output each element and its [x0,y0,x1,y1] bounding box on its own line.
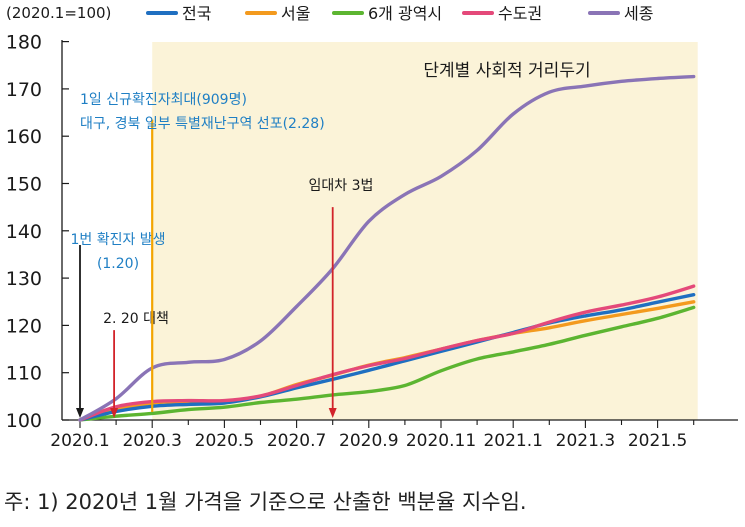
series-line [78,74,696,422]
legend-label: 전국 [182,4,211,23]
annotation-text: 대구, 경북 일부 특별재난구역 선포(2.28) [80,116,325,132]
y-tick-label: 130 [6,268,42,290]
annotations: 1번 확진자 발생 (1.20) 2. 20 대책 1일 신규확진자최대(909명) 대… [70,92,373,418]
series-lines [78,74,696,422]
annotation-text: 2. 20 대책 [103,311,169,327]
x-tick-label: 2020.7 [267,431,326,451]
x-tick-label: 2021.3 [556,431,615,451]
annotation-text: 1일 신규확진자최대(909명) [80,92,247,108]
annotation-arrowhead [328,408,337,418]
legend-label: 세종 [624,4,653,23]
y-tick-label: 100 [6,410,42,432]
legend-label: 수도권 [498,4,542,23]
series-line [78,284,696,422]
footnote: 주: 1) 2020년 1월 가격을 기준으로 산출한 백분율 지수임. [4,490,527,514]
legend-label: 서울 [281,4,310,23]
annotation-arrowhead [76,408,84,418]
series-line [78,293,696,422]
y-tick-label: 170 [6,79,42,101]
y-tick-label: 140 [6,221,42,243]
legend: 전국 서울 6개 광역시 수도권 세종 [146,4,653,23]
x-tick-label: 2020.11 [406,431,476,451]
annotation-text: 1번 확진자 발생 [70,232,165,248]
annotation-text: 임대차 3법 [309,178,374,194]
x-tick-label: 2020.1 [50,431,109,451]
unit-label: (2020.1=100) [6,4,111,22]
y-tick-label: 160 [6,126,42,148]
x-tick-label: 2020.5 [195,431,254,451]
series-line [78,305,696,422]
legend-label: 6개 광역시 [368,4,442,23]
y-tick-label: 150 [6,174,42,196]
y-tick-label: 120 [6,315,42,337]
x-tick-label: 2020.3 [122,431,181,451]
x-tick-label: 2021.5 [628,431,687,451]
axes: 100 110 120 130 140 150 160 170 180 2020.1 2020.3 2… [6,32,738,451]
annotation-arrowhead [110,408,119,418]
distancing-period-label: 단계별 사회적 거리두기 [423,61,590,81]
y-tick-label: 110 [6,363,42,385]
x-tick-label: 2020.9 [339,431,398,451]
annotation-text: (1.20) [97,256,139,272]
y-tick-label: 180 [6,32,42,54]
x-tick-label: 2021.1 [483,431,542,451]
